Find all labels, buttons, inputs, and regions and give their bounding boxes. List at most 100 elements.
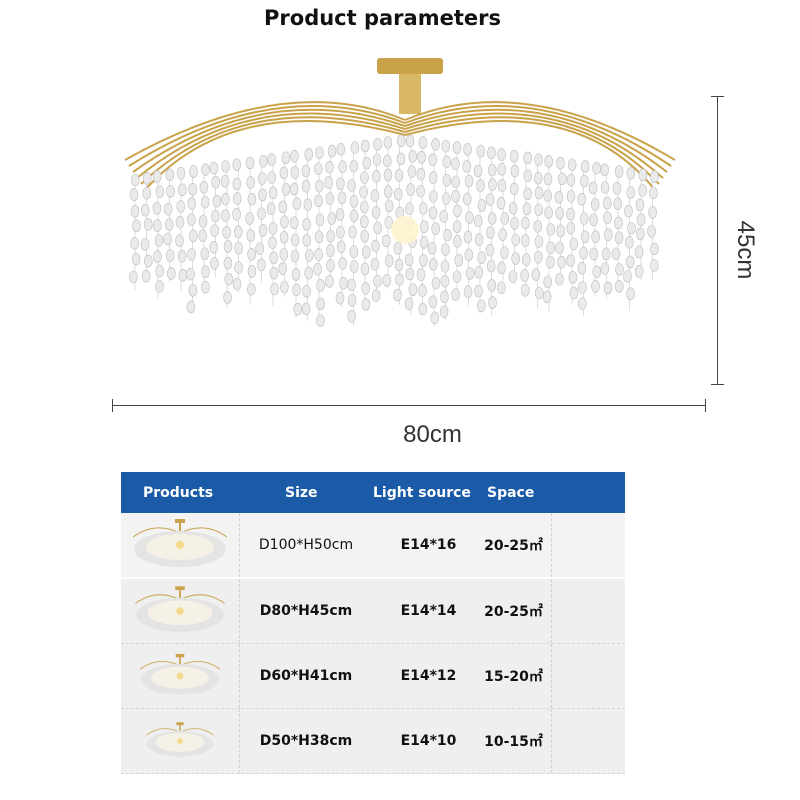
crystal-droplet [335,208,345,221]
crystal-droplet [566,254,576,267]
crystal-droplet [431,276,441,290]
crystal-droplet [485,193,495,206]
crystal-droplet [349,159,359,173]
crystal-droplet [464,248,474,262]
crystal-droplet [626,287,635,301]
crystal-droplet [555,206,564,220]
crystal-droplet [177,249,187,263]
crystal-droplet [257,172,267,185]
crystal-droplet [443,228,452,242]
crystal-droplet [222,226,231,239]
crystal-droplet [416,184,425,198]
table-header: Products Size Light source Space [121,472,625,513]
crystal-droplet [348,225,357,239]
crystal-droplet [140,203,150,217]
crystal-droplet [600,163,609,177]
crystal-droplet [477,199,487,212]
crystal-droplet [221,192,230,206]
crystal-droplet [176,166,186,180]
crystal-droplet [360,262,370,276]
crystal-droplet [566,207,575,221]
crystal-droplet [463,285,473,299]
crystal-droplet [590,198,600,211]
product-thumbnail [121,579,238,643]
crystal-droplet [220,175,230,188]
crystal-droplet [394,169,404,182]
crystal-droplet [302,285,311,298]
crystal-droplet [223,291,232,304]
arm [404,101,676,161]
crystal-droplet [153,219,162,232]
crystal-droplet [233,225,243,239]
crystal-droplet [614,280,624,293]
crystal-droplet [212,194,222,208]
crystal-droplet [487,163,497,177]
crystal-droplet [534,235,544,248]
crystal-droplet [258,188,267,202]
crystal-droplet [546,241,556,255]
arm [136,112,406,179]
crystal-droplet [636,227,645,241]
crystal-droplet [638,168,648,182]
crystal-droplet [232,158,242,171]
crystal-droplet [440,290,449,304]
crystal-droplet [578,281,587,294]
crystal-droplet [428,171,438,185]
crystal-droplet [152,170,162,183]
crystal-droplet [292,283,301,297]
crystal-droplet [371,289,381,302]
crystal-droplet [186,300,196,314]
height-dimension-line [717,96,718,384]
arm [404,105,672,167]
light-source-value: E14*14 [400,603,457,619]
crystal-droplet [347,179,356,192]
crystal-droplet [278,262,288,275]
crystal-droplet [577,192,587,206]
crystal-droplet [325,160,334,174]
crystal-droplet [153,250,162,263]
crystal-droplet [188,283,198,297]
crystal-droplet [439,305,449,319]
crystal-droplet [304,266,313,280]
crystal-droplet [419,254,428,267]
space-value: 20-25㎡ [476,579,552,643]
crystal-droplet [257,207,266,220]
crystal-droplet [187,213,196,226]
crystal-droplet [200,195,210,209]
crystal-droplet [270,282,279,296]
table-row: D100*H50cm E14*16 20-25㎡ [121,513,625,579]
crystal-droplet [566,173,576,187]
crystal-droplet [141,269,151,283]
crystal-droplet [487,279,497,292]
crystal-droplet [555,272,564,286]
crystal-droplet [557,255,566,269]
crystal-droplet [209,241,219,254]
crystal-droplet [487,212,497,225]
crystal-droplet [382,274,392,287]
crystal-droplet [371,206,381,219]
crystal-droplet [314,162,323,176]
crystal-droplet [347,278,356,292]
crystal-droplet [523,169,533,183]
crystal-droplet [623,270,632,283]
crystal-droplet [474,265,484,279]
crystal-droplet [361,298,371,311]
crystal-droplet [393,187,403,201]
crystal-droplet [247,247,256,261]
crystal-droplet [453,234,462,248]
crystal-droplet [510,217,519,230]
crystal-droplet [521,253,531,267]
crystal-droplet [209,161,219,175]
crystal-droplet [370,258,380,271]
crystal-droplet [589,247,599,261]
crystal-droplet [488,178,497,191]
chandelier-thumbnail [145,722,214,757]
crystal-droplet [142,171,152,185]
light-source-value: E14*10 [400,733,457,749]
crystal-droplet [453,204,462,218]
crystal-droplet [314,230,324,244]
crystal-droplet [188,229,198,243]
crystal-droplet [604,228,613,242]
table-row: D80*H45cm E14*14 20-25㎡ [121,579,625,644]
crystal-droplet [187,197,197,210]
